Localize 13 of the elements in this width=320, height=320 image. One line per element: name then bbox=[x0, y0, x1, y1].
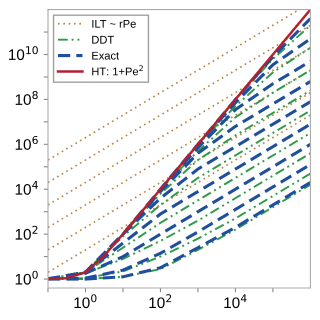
legend-label: HT: 1+Pe$^{2}$ bbox=[92, 65, 143, 76]
x-tick-label: 10$^{4}$ bbox=[224, 294, 247, 308]
x-tick-label: 10$^{0}$ bbox=[74, 294, 96, 308]
y-tick-label: 10$^{6}$ bbox=[16, 136, 38, 150]
y-tick-label: 10$^{0}$ bbox=[16, 270, 38, 285]
legend-label: Exact bbox=[92, 52, 120, 60]
y-tick-label: 10$^{4}$ bbox=[16, 181, 38, 195]
y-tick-label: 10$^{10}$ bbox=[8, 46, 38, 60]
y-tick-label: 10$^{2}$ bbox=[16, 226, 38, 240]
legend-label: DDT bbox=[92, 36, 114, 44]
legend-label: ILT ~ rPe bbox=[92, 20, 136, 28]
x-tick-label: 10$^{2}$ bbox=[149, 294, 172, 308]
y-tick-label: 10$^{8}$ bbox=[16, 91, 38, 105]
